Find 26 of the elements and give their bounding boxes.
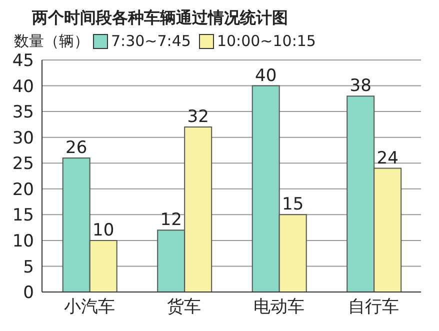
- x-tick-label: 电动车: [253, 297, 304, 318]
- y-tick-label: 40: [12, 76, 34, 97]
- y-tick-label: 25: [12, 154, 34, 174]
- y-tick-label: 10: [12, 231, 34, 252]
- y-tick-label: 0: [23, 283, 34, 304]
- data-label: 26: [66, 138, 88, 158]
- data-label: 15: [282, 194, 304, 215]
- y-tick-label: 20: [12, 180, 34, 200]
- data-label: 10: [92, 220, 114, 240]
- data-label: 40: [255, 66, 277, 86]
- x-tick-label: 小汽车: [64, 297, 115, 318]
- chart-title: 两个时间段各种车辆通过情况统计图: [31, 8, 289, 29]
- data-label: 32: [187, 107, 209, 128]
- legend-label: 10:00~10:15: [216, 32, 316, 50]
- y-tick-label: 35: [12, 102, 34, 123]
- y-tick-label: 15: [12, 206, 34, 226]
- y-tick-label: 45: [12, 51, 34, 72]
- data-label: 24: [376, 148, 398, 168]
- data-label: 12: [160, 210, 182, 230]
- x-tick-label: 货车: [167, 297, 202, 318]
- y-tick-label: 5: [23, 257, 34, 278]
- x-tick-label: 自行车: [348, 297, 400, 318]
- y-tick-label: 30: [12, 128, 34, 148]
- data-label: 38: [350, 76, 372, 96]
- y-axis-title: 数量（辆）: [14, 32, 89, 50]
- legend-label: 7:30~7:45: [111, 32, 191, 50]
